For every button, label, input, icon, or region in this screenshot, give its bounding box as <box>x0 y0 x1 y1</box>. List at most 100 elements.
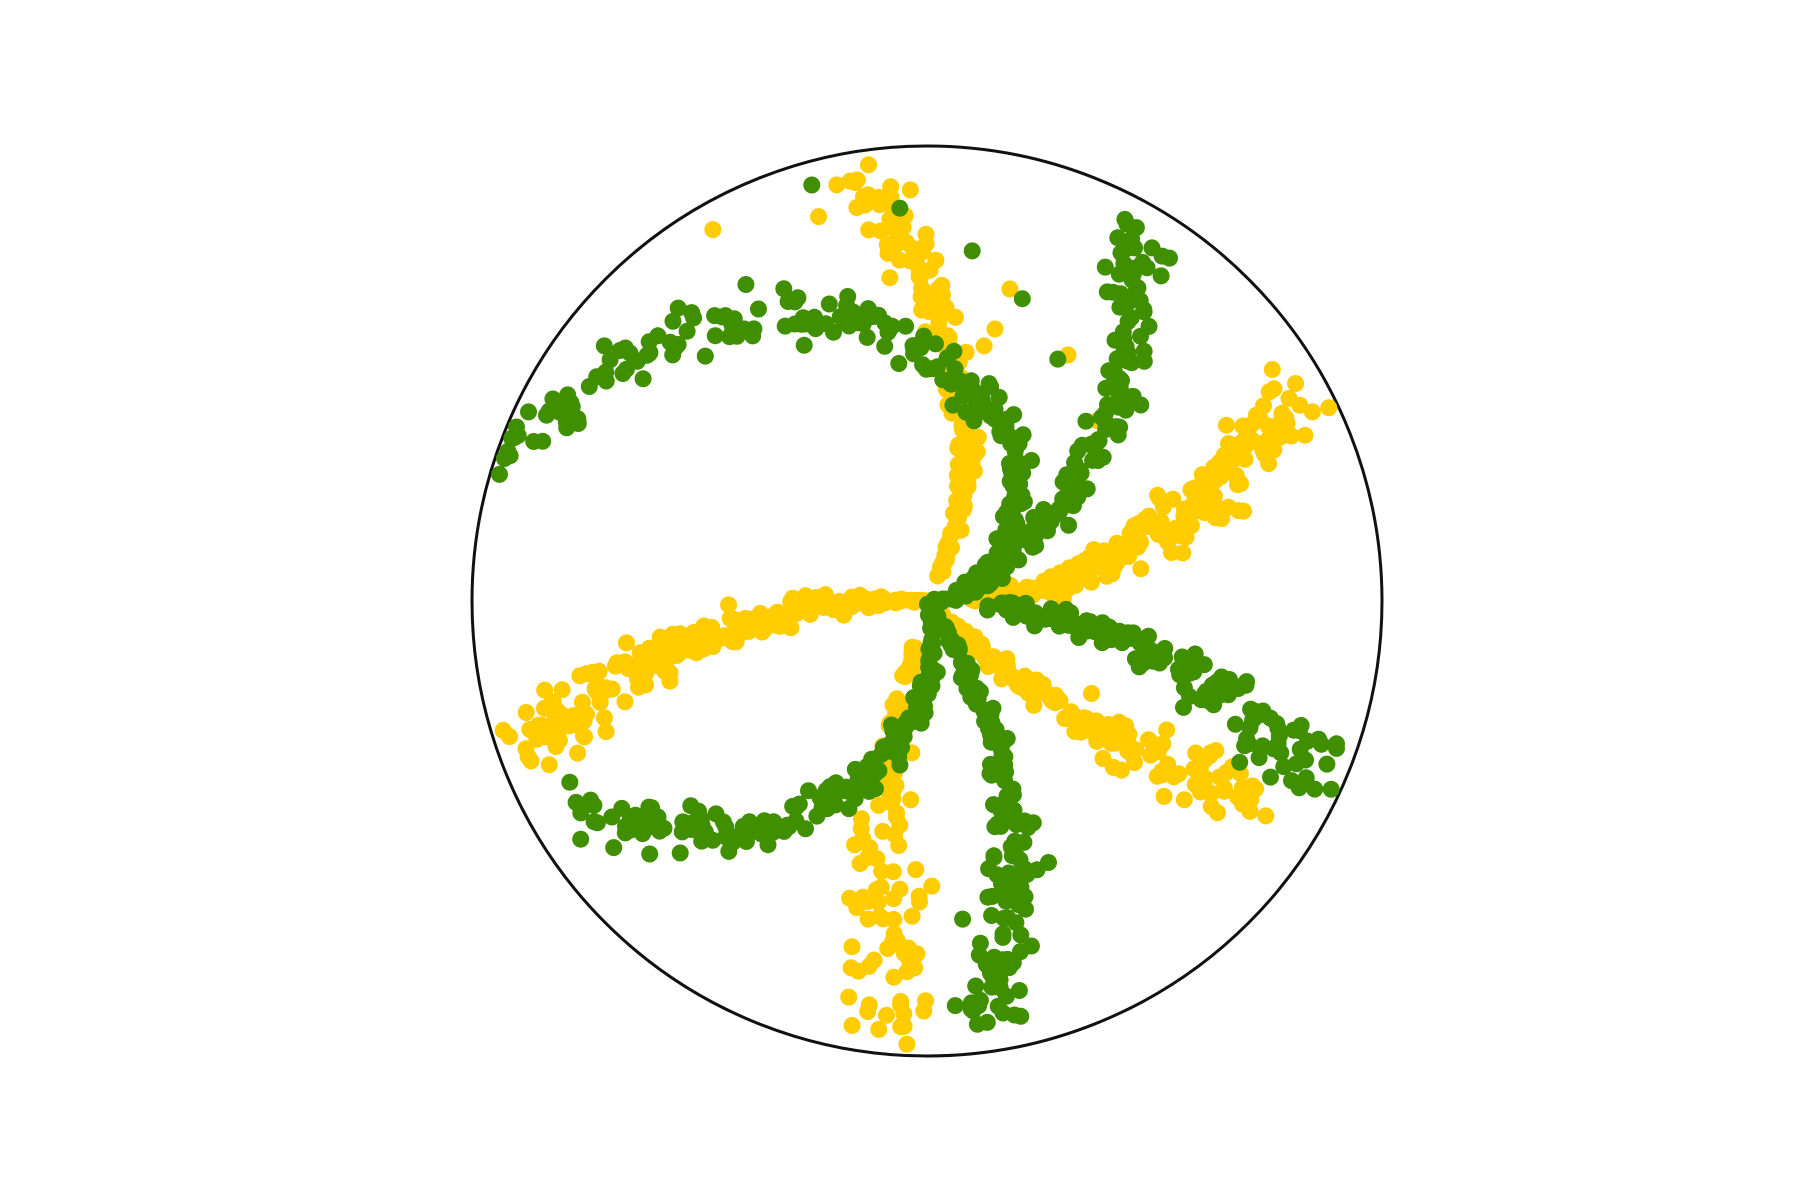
scatter-point-s0-a1-149 <box>828 176 846 194</box>
scatter-point-s1-a4-98 <box>808 807 826 825</box>
scatter-point-s1-a5-185 <box>706 327 724 345</box>
scatter-point-s1-a4-126 <box>724 833 742 851</box>
scatter-point-s1-a5-239 <box>491 465 508 483</box>
scatter-point-s1-a5-231 <box>534 432 552 450</box>
scatter-point-s1-a3-26 <box>947 640 964 658</box>
scatter-point-s1-a3-162 <box>991 971 1009 989</box>
scatter-point-s0-a2-77 <box>1120 548 1137 565</box>
scatter-point-s0-a2-172 <box>1287 375 1305 392</box>
scatter-point-s1-a5-213 <box>601 351 619 369</box>
scatter-point-s1-a3-44 <box>966 679 984 697</box>
scatter-point-s0-a1-91 <box>986 320 1004 338</box>
scatter-point-s0-a5-219 <box>550 731 568 749</box>
scatter-point-s0-a2-109 <box>1182 517 1200 535</box>
scatter-point-s1-a2-40 <box>1064 617 1082 635</box>
scatter-point-s0-a4-88 <box>871 907 889 925</box>
scatter-point-s0-a4-117 <box>843 1017 861 1034</box>
scatter-point-s0-a2-84 <box>1132 560 1150 578</box>
scatter-point-s0-a2-179 <box>1320 399 1338 417</box>
scatter-point-s0-a4-80 <box>910 887 928 905</box>
scatter-point-s0-a3-105 <box>1154 735 1172 753</box>
scatter-point-s0-a1-140 <box>901 181 919 199</box>
scatter-point-s0-a2-160 <box>1243 415 1261 433</box>
scatter-point-s1-a5-191 <box>678 322 696 340</box>
scatter-point-s0-a4-104 <box>878 1006 895 1024</box>
scatter-point-s0-a4-74 <box>885 890 903 908</box>
scatter-point-s0-a4-59 <box>870 796 888 814</box>
scatter-point-s1-a4-163 <box>605 839 623 857</box>
scatter-point-s1-a1-126 <box>1125 285 1143 303</box>
scatter-point-s1-a1-129 <box>1104 283 1122 301</box>
scatter-point-s0-a5-214 <box>557 708 575 726</box>
scatter-point-s1-a0-5 <box>963 242 981 260</box>
scatter-point-s0-a3-127 <box>1202 785 1220 802</box>
scatter-point-s0-a3-68 <box>1056 710 1074 727</box>
scatter-point-s0-a5-26 <box>889 593 907 610</box>
scatter-point-s1-a4-115 <box>755 812 773 830</box>
scatter-point-s1-a5-160 <box>820 295 838 313</box>
scatter-point-s0-a1-124 <box>917 225 935 243</box>
scatter-point-s1-a1-139 <box>1152 267 1170 285</box>
scatter-point-s0-a5-173 <box>616 693 634 711</box>
scatter-point-s1-a5-140 <box>876 337 894 355</box>
scatter-point-s0-a3-116 <box>1165 768 1183 786</box>
scatter-point-s1-a3-166 <box>1005 1006 1023 1024</box>
scatter-point-s0-a2-129 <box>1220 498 1237 516</box>
scatter-point-s1-a2-124 <box>1236 737 1254 755</box>
scatter-point-s1-a4-19 <box>920 650 938 668</box>
scatter-point-s0-a5-176 <box>629 660 647 677</box>
scatter-point-s1-a2-146 <box>1283 772 1300 790</box>
scatter-point-s1-a1-102 <box>1104 365 1122 383</box>
scatter-point-s0-a4-73 <box>907 861 925 879</box>
scatter-point-s1-a5-136 <box>897 317 915 335</box>
scatter-point-s0-a5-66 <box>801 594 819 611</box>
scatter-point-s1-a3-116 <box>997 871 1015 889</box>
scatter-point-s0-a4-106 <box>865 951 883 969</box>
scatter-point-s0-a2-58 <box>1082 573 1100 591</box>
scatter-point-s1-a3-132 <box>1012 926 1030 944</box>
scatter-point-s0-a5-97 <box>720 596 738 614</box>
scatter-point-s0-a5-215 <box>536 681 554 699</box>
scatter-point-s0-a3-125 <box>1209 804 1226 822</box>
scatter-point-s0-a2-148 <box>1220 435 1237 452</box>
scatter-point-s0-a0-4 <box>810 208 828 226</box>
scatter-point-s1-a2-105 <box>1213 668 1231 686</box>
scatter-point-s0-a2-139 <box>1236 450 1254 468</box>
scatter-point-s1-a5-228 <box>558 419 576 437</box>
scatter-point-s0-a4-93 <box>843 938 861 956</box>
scatter-point-s0-a3-101 <box>1119 742 1137 760</box>
scatter-point-s0-a1-41 <box>949 477 966 495</box>
scatter-point-s0-a2-125 <box>1191 493 1209 511</box>
scatter-point-s1-a4-83 <box>837 778 855 796</box>
scatter-point-s0-a4-114 <box>915 1002 933 1020</box>
scatter-point-s0-a1-11 <box>931 558 949 576</box>
scatter-point-s0-a5-166 <box>618 634 635 652</box>
scatter-point-s0-a2-149 <box>1221 462 1239 479</box>
scatter-point-s0-a4-15 <box>901 657 919 674</box>
scatter-point-s0-a4-102 <box>842 959 860 977</box>
scatter-point-s0-a5-186 <box>606 657 624 675</box>
scatter-point-s0-a4-92 <box>903 907 921 925</box>
scatter-point-s0-a4-83 <box>868 881 885 899</box>
scatter-point-s1-a2-127 <box>1250 749 1268 767</box>
scatter-point-s1-a1-86 <box>1096 404 1114 422</box>
scatter-point-s1-a5-58 <box>1025 509 1043 526</box>
scatter-point-s1-a1-78 <box>1086 436 1103 454</box>
polar-boundary-circle <box>470 144 1384 1058</box>
scatter-point-s1-a4-123 <box>707 805 725 823</box>
scatter-point-s0-a1-134 <box>882 217 900 235</box>
scatter-point-s0-a3-107 <box>1158 721 1176 739</box>
scatter-point-s1-a5-226 <box>559 386 577 404</box>
scatter-point-s0-a3-86 <box>1102 734 1120 752</box>
scatter-point-s1-a2-134 <box>1269 735 1287 753</box>
scatter-point-s0-a5-110 <box>732 624 749 642</box>
scatter-point-s0-a5-76 <box>782 593 800 611</box>
scatter-point-s0-a0-2 <box>1001 280 1019 298</box>
scatter-point-s1-a2-38 <box>1062 604 1080 622</box>
scatter-point-s0-a5-184 <box>595 709 613 727</box>
scatter-point-s0-a1-99 <box>913 301 931 319</box>
scatter-point-s1-a4-149 <box>643 799 661 817</box>
scatter-point-s1-a2-149 <box>1322 780 1340 798</box>
scatter-point-s1-a3-98 <box>988 815 1006 833</box>
